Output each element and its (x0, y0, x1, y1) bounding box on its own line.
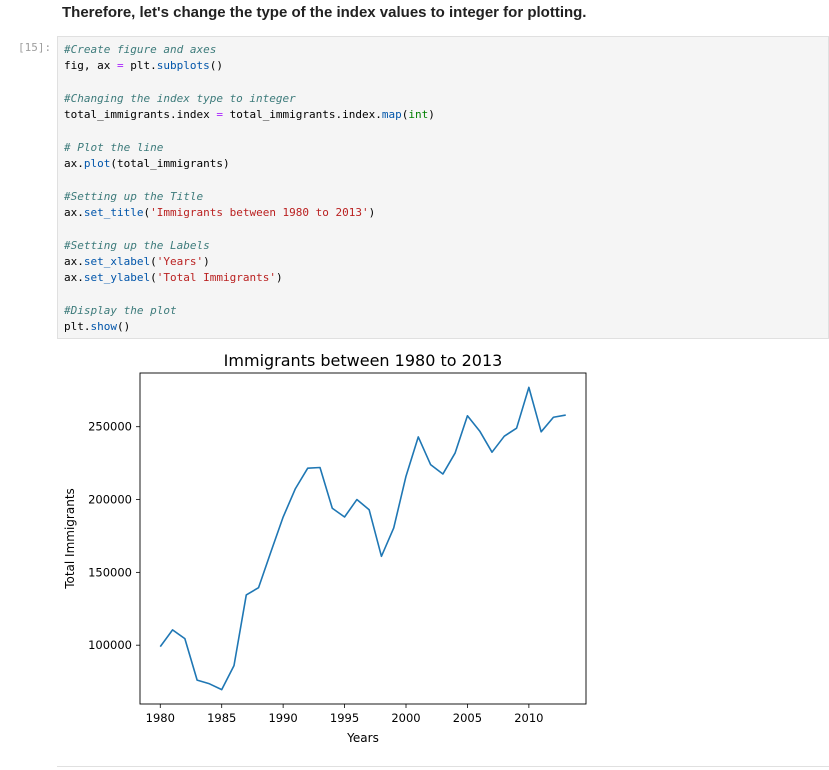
x-tick-label: 1995 (330, 711, 359, 725)
y-tick-label: 100000 (88, 638, 132, 652)
x-tick-label: 1980 (146, 711, 175, 725)
y-tick-label: 200000 (88, 493, 132, 507)
series-line-total-immigrants (159, 386, 566, 691)
x-tick-label: 2005 (453, 711, 482, 725)
y-tick-label: 250000 (88, 420, 132, 434)
y-tick-label: 150000 (88, 565, 132, 579)
x-axis-label: Years (346, 731, 379, 745)
x-tick-label: 1985 (207, 711, 236, 725)
axes-frame (139, 372, 587, 705)
code-cell-editor[interactable]: #Create figure and axes fig, ax = plt.su… (57, 36, 829, 339)
x-tick-label: 2010 (514, 711, 543, 725)
y-axis-label: Total Immigrants (63, 488, 77, 590)
x-tick-label: 2000 (391, 711, 420, 725)
line-chart: Immigrants between 1980 to 2013 1980 1985 1… (63, 351, 587, 745)
x-tick-label: 1990 (268, 711, 297, 725)
cell-execution-count: [15]: (18, 41, 52, 54)
chart-title: Immigrants between 1980 to 2013 (224, 351, 503, 370)
code-content[interactable]: #Create figure and axes fig, ax = plt.su… (64, 43, 435, 334)
cell-divider (57, 766, 829, 767)
markdown-text: Therefore, let's change the type of the … (62, 4, 587, 21)
